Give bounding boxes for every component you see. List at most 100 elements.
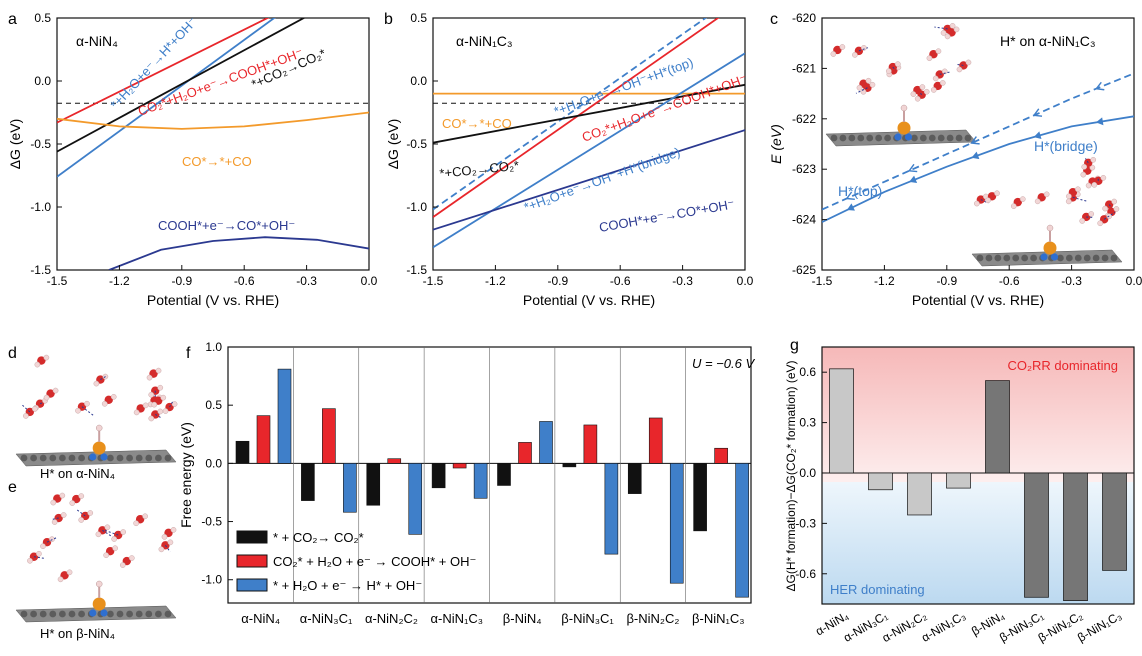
c2-h-atom [1098,221,1103,226]
panel-letter-d: d [8,345,17,362]
d-c-atom [155,455,162,462]
f-bar-2-1 [388,459,401,464]
d-h-atom [96,425,102,431]
e-h-atom [159,547,164,552]
d-h-atom [158,409,163,414]
c2-h-atom [1047,225,1053,231]
c1-h-atom [924,89,929,94]
panel-g-ylabel: ΔG(H* formation)−ΔG(CO₂* formation) (eV) [784,360,798,591]
panel-b-title: α-NiN₁C₃ [456,33,513,49]
c1-c-atom [911,135,918,142]
structure-d-image [16,355,177,466]
c1-h-atom [857,85,862,90]
d-c-atom [59,455,66,462]
panel-b-label-co: CO*→*+CO [442,116,512,131]
c2-h-atom [1082,164,1087,169]
panel-letter-e: e [8,479,17,496]
d-c-atom [30,455,37,462]
c-ytick-label-3: -622 [792,112,816,126]
f-category-label-7: β-NiN₁C₃ [692,611,745,626]
panel-letter-b: b [384,11,393,28]
panel-f-legend: * + CO₂→ CO₂* CO₂* + H₂O + e⁻ → COOH* + … [237,530,476,593]
panel-a-label-co: CO*→*+CO [182,154,252,169]
c2-h-atom [974,201,979,206]
d-c-atom [107,455,114,462]
c1-h-atom [936,49,941,54]
c1-h-atom [957,67,962,72]
b-xtick-label-4: -0.3 [672,274,693,288]
c1-c-atom [956,135,963,142]
d-h-atom [111,394,116,399]
c2-h-atom [1035,199,1040,204]
f-bar-6-2 [670,463,683,583]
f-category-label-4: β-NiN₄ [503,611,542,626]
c1-h-atom [866,78,871,83]
e-c-atom [30,611,37,618]
b-xtick-label-1: -1.2 [485,274,506,288]
c1-ni-atom [898,122,911,135]
d-h-atom [149,392,154,397]
panel-d: d H* on α-NiN₄ [8,345,177,481]
c1-h-atom [966,60,971,65]
c2-c-atom [977,255,984,262]
d-h-atom [23,413,28,418]
c1-h-atom [861,45,866,50]
c-ytick-label-4: -621 [792,61,816,75]
e-h-atom [79,493,84,498]
d-c-atom [136,455,143,462]
c-ytick-label-0: -625 [792,263,816,277]
f-ytick-label-1: -0.5 [201,515,222,529]
c-xtick-label-1: -1.2 [874,274,895,288]
e-c-atom [59,611,66,618]
g-bar-7 [1103,473,1127,570]
g-ytick-label-2: 0.0 [799,466,816,480]
c2-c-atom [1021,255,1028,262]
g-bar-1 [869,473,893,490]
c1-h-atom [911,91,916,96]
c1-h-atom [886,69,891,74]
c2-h-atom [985,198,990,203]
e-h-atom [104,553,109,558]
d-h-atom [134,410,139,415]
e-c-atom [107,611,114,618]
c-xtick-label-4: -0.3 [1061,274,1082,288]
c1-h-atom [840,44,845,49]
c2-h-atom [1066,194,1071,199]
f-bar-1-0 [301,463,314,500]
f-category-label-1: α-NiN₃C₁ [300,611,353,626]
c2-c-atom [1084,255,1091,262]
c1-c-atom [947,135,954,142]
e-h-atom [61,512,66,517]
e-h-atom [49,537,54,542]
panel-b-label-hbridge: *+H₂O+e⁻→OH⁻+H*(bridge) [522,144,682,215]
d-h-atom [44,355,49,360]
e-h-atom [162,534,167,539]
d-h-atom [102,401,107,406]
d-h-atom [163,408,168,413]
panel-g-top-label: CO₂RR dominating [1007,358,1118,373]
c2-h-atom [1114,206,1119,211]
f-bar-4-0 [498,463,511,485]
legend-swatch-co2 [237,531,267,543]
e-h-atom [129,555,134,560]
panel-d-caption: H* on α-NiN₄ [40,466,115,481]
f-bar-7-1 [715,448,728,463]
e-h-atom [40,544,45,549]
f-bar-0-2 [278,369,291,463]
d-n-atom [100,453,107,460]
c1-h-atom [901,105,907,111]
c1-c-atom [884,135,891,142]
c-arrow-0-4 [1096,82,1104,89]
e-h-atom [121,529,126,534]
f-ytick-label-4: 1.0 [205,340,222,354]
e-c-atom [136,611,143,618]
c1-h-atom [931,87,936,92]
d-h-atom [147,375,152,380]
legend-label-co2: * + CO₂→ CO₂* [273,530,364,545]
d-h-atom [161,395,166,400]
b-xtick-label-2: -0.9 [547,274,568,288]
c1-h-atom [852,52,857,57]
c2-h-atom [1066,199,1071,204]
panel-c-title: H* on α-NiN₁C₃ [1000,33,1096,49]
